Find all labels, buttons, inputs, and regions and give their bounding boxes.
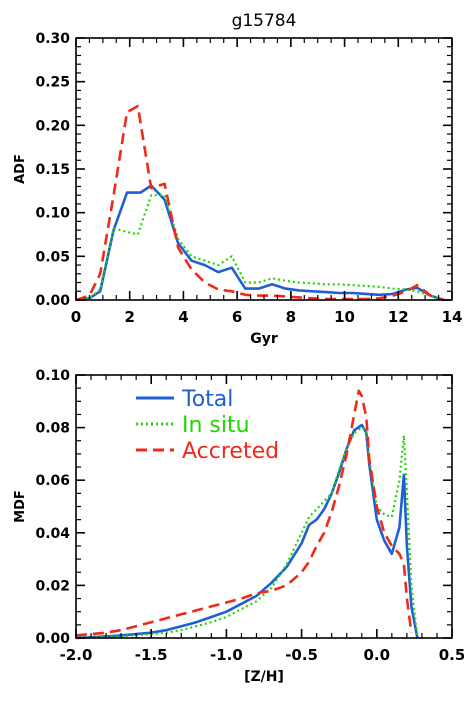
plot-frame (75, 374, 453, 639)
y-axis-label: MDF (13, 490, 28, 523)
x-tick-label: -1.0 (210, 646, 243, 664)
plot-frame (75, 37, 453, 301)
x-tick-label: 4 (178, 308, 188, 326)
x-tick-label: 10 (334, 308, 355, 326)
x-tick-label: -1.5 (135, 646, 168, 664)
y-tick-label: 0.20 (35, 118, 70, 134)
y-tick-label: 0.15 (35, 162, 70, 178)
x-tick-label: 12 (388, 308, 409, 326)
y-tick-label: 0.00 (35, 631, 70, 647)
series-line-accreted (75, 104, 445, 302)
x-tick-label: -0.5 (285, 646, 318, 664)
legend-label-total: Total (181, 387, 233, 412)
chart-title: g15784 (232, 11, 297, 31)
legend-label-in-situ: In situ (182, 413, 250, 438)
x-axis-label: Gyr (250, 331, 278, 347)
series-line-total (75, 423, 419, 640)
x-tick-label: 6 (232, 308, 242, 326)
y-tick-label: 0.30 (35, 31, 70, 47)
x-axis-label: [Z/H] (244, 669, 284, 685)
y-tick-label: 0.05 (35, 249, 70, 265)
series-line-total (75, 184, 445, 302)
x-tick-label: -2.0 (60, 646, 93, 664)
y-tick-label: 0.25 (35, 75, 70, 91)
legend-label-accreted: Accreted (182, 439, 279, 464)
series-line-in-situ (75, 194, 445, 302)
y-tick-label: 0.06 (35, 473, 70, 489)
y-tick-label: 0.10 (35, 368, 70, 384)
x-tick-label: 8 (286, 308, 296, 326)
series-line-in-situ (75, 426, 419, 640)
y-tick-label: 0.04 (35, 526, 70, 542)
x-tick-label: 2 (124, 308, 134, 326)
mdf-panel: -2.0 -1.5 -1.0 -0.5 0.0 0.5 0.00 0.02 0.04 0.06 0.… (13, 368, 464, 685)
x-tick-label: 0.0 (364, 646, 391, 664)
y-axis-label: ADF (13, 154, 28, 184)
y-tick-label: 0.00 (35, 293, 70, 309)
y-tick-label: 0.08 (35, 421, 70, 437)
y-tick-label: 0.02 (35, 578, 70, 594)
x-tick-label: 0 (71, 308, 81, 326)
adf-panel: g15784 0 2 4 6 8 10 12 14 0.00 0.05 0.10 0.15 0.20 0.2… (13, 11, 462, 347)
x-tick-label: 0.5 (439, 646, 464, 664)
series-line-accreted (75, 389, 413, 637)
y-tick-label: 0.10 (35, 206, 70, 222)
x-tick-label: 14 (442, 308, 463, 326)
